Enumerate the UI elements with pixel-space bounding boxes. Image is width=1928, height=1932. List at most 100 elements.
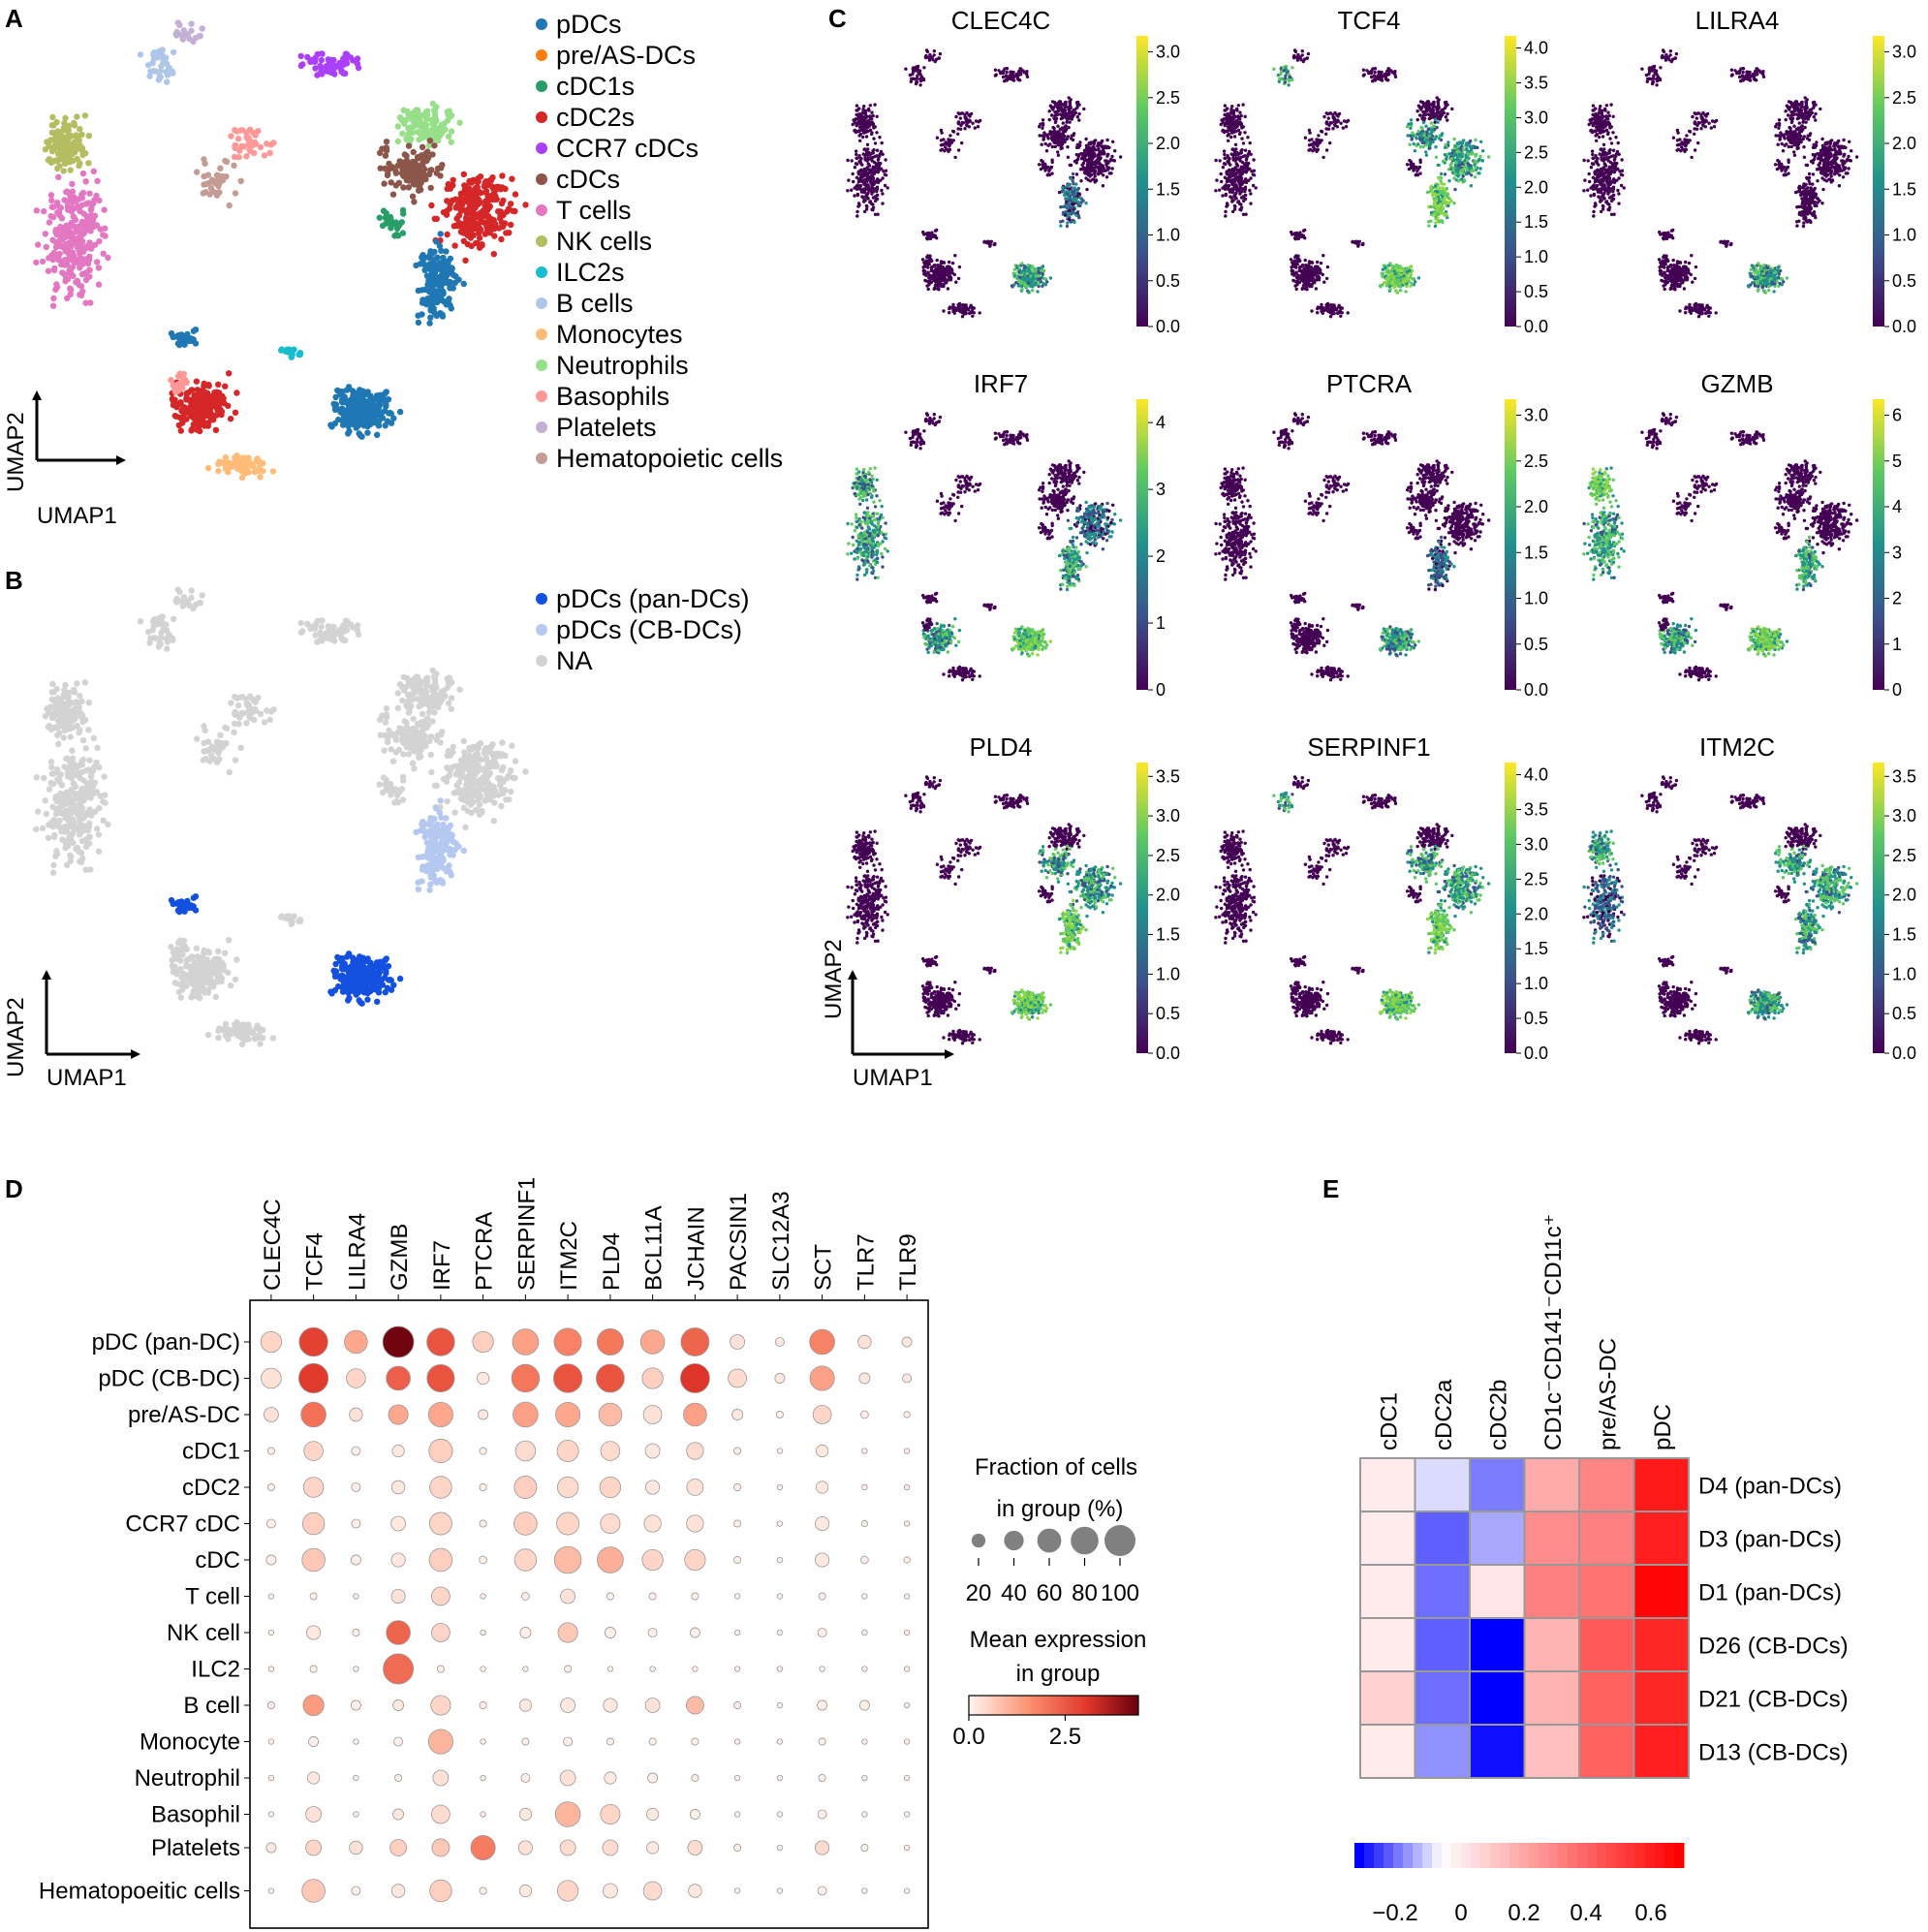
umap-point xyxy=(255,1035,261,1041)
umap-point xyxy=(449,112,454,118)
umap-point xyxy=(190,606,196,611)
umap-point xyxy=(446,701,451,706)
umap-point xyxy=(389,746,394,752)
umap-point xyxy=(412,172,418,178)
umap-point xyxy=(234,1027,240,1033)
umap-point xyxy=(396,158,402,164)
umap-point xyxy=(522,768,528,774)
umap-point xyxy=(404,675,410,681)
umap-point xyxy=(854,129,856,132)
umap-point xyxy=(431,709,437,715)
umap-point xyxy=(433,683,439,689)
umap-point xyxy=(866,143,869,146)
umap-point xyxy=(449,706,454,712)
umap-point xyxy=(78,195,84,201)
umap-point xyxy=(247,141,253,147)
umap-point xyxy=(183,390,189,396)
umap-point xyxy=(948,148,951,151)
umap-point xyxy=(436,260,442,265)
umap-point xyxy=(77,126,82,132)
umap-point xyxy=(407,165,413,171)
umap-point xyxy=(205,180,211,186)
umap-point xyxy=(213,427,219,433)
umap-point xyxy=(69,748,75,754)
umap-point xyxy=(420,296,425,302)
umap-point xyxy=(73,236,78,242)
umap-point xyxy=(225,403,231,409)
umap-point xyxy=(68,167,74,172)
umap-point xyxy=(873,103,876,106)
umap-point xyxy=(858,126,861,129)
umap-point xyxy=(388,977,393,982)
umap-point xyxy=(74,792,79,797)
umap-point xyxy=(188,20,194,26)
umap-point xyxy=(499,787,505,793)
umap-point xyxy=(235,721,241,727)
umap-point xyxy=(342,71,348,77)
umap-point xyxy=(200,25,205,31)
umap-point xyxy=(870,111,873,114)
umap-point xyxy=(869,104,872,107)
umap-point xyxy=(201,173,206,179)
umap-point xyxy=(70,718,76,724)
umap-point xyxy=(358,412,363,418)
umap-point xyxy=(96,849,102,855)
umap-point xyxy=(1076,201,1079,203)
umap-point xyxy=(198,974,203,980)
umap-point xyxy=(876,115,879,118)
umap-point xyxy=(68,819,74,825)
umap-point xyxy=(319,624,325,630)
umap-point xyxy=(959,128,962,131)
umap-point xyxy=(88,772,94,778)
umap-point xyxy=(190,404,196,410)
umap-point xyxy=(462,187,468,193)
umap-point xyxy=(512,208,517,214)
legend-a-entry: pDCs xyxy=(556,10,622,39)
umap-point xyxy=(462,825,468,830)
umap-point xyxy=(176,909,182,915)
umap-point xyxy=(522,202,528,207)
umap-point xyxy=(52,796,58,802)
umap-point xyxy=(1064,213,1067,216)
umap-point xyxy=(138,51,143,57)
umap-point xyxy=(449,679,454,685)
umap-point xyxy=(508,789,513,795)
umap-point xyxy=(1042,160,1044,163)
umap-point xyxy=(1093,141,1096,144)
umap-point xyxy=(55,174,61,180)
umap-point xyxy=(1057,143,1060,146)
umap-point xyxy=(1050,113,1053,116)
umap-point xyxy=(855,176,858,179)
umap-point xyxy=(1084,138,1087,140)
umap-point xyxy=(400,184,406,190)
legend-a-entry: Monocytes xyxy=(556,320,683,349)
umap-point xyxy=(420,155,426,161)
umap-point xyxy=(337,958,343,964)
umap-point xyxy=(242,1037,248,1043)
umap-point xyxy=(86,758,92,763)
umap-point xyxy=(461,738,467,744)
umap-point xyxy=(80,171,86,176)
umap-point xyxy=(57,791,63,796)
umap-point xyxy=(1042,167,1044,170)
umap-point xyxy=(444,868,450,874)
umap-point xyxy=(43,797,48,803)
umap-point xyxy=(1068,218,1071,221)
umap-point xyxy=(394,799,400,805)
umap-point xyxy=(79,289,85,295)
umap-point xyxy=(874,195,877,198)
umap-point xyxy=(214,973,220,979)
umap-point xyxy=(1063,140,1066,143)
umap-point xyxy=(428,733,434,739)
umap-point xyxy=(456,204,462,210)
umap-point xyxy=(156,54,162,60)
umap-point xyxy=(468,207,474,213)
umap-point xyxy=(948,140,951,143)
umap-point xyxy=(960,141,963,144)
umap-point xyxy=(407,732,413,737)
umap-point xyxy=(55,257,61,263)
umap-point xyxy=(462,258,468,264)
umap-point xyxy=(968,119,971,122)
umap-point xyxy=(491,251,497,257)
umap-point xyxy=(172,413,178,419)
